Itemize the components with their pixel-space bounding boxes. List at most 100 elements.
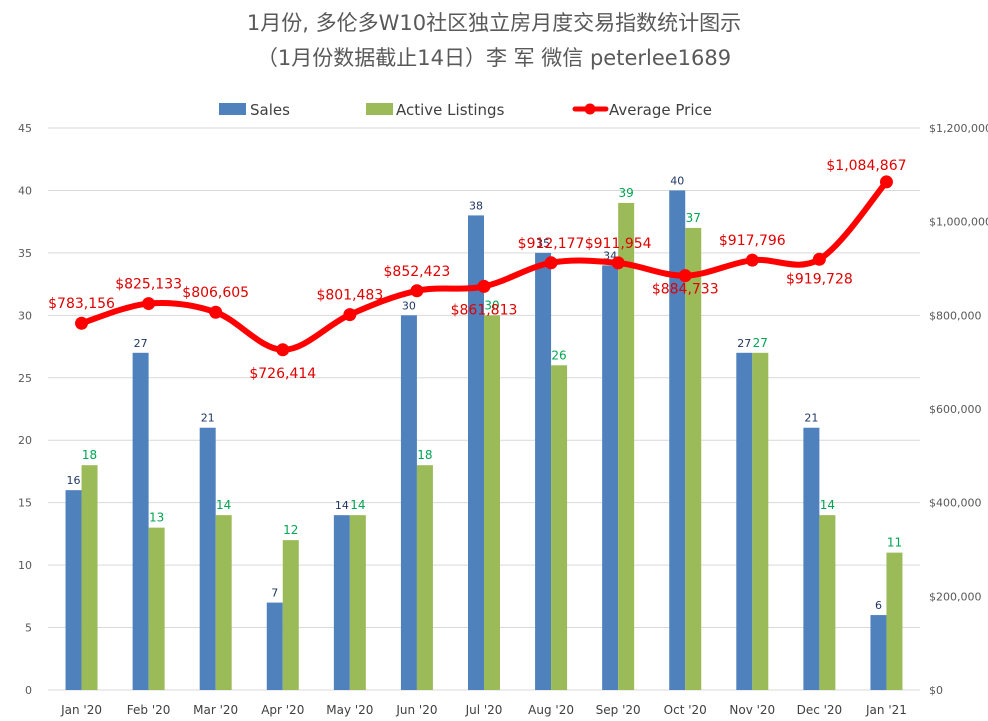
sales-bar [669, 190, 686, 690]
y-right-tick-label: $1,000,000 [929, 216, 988, 229]
average-price-marker [812, 252, 826, 266]
listings-value-label: 18 [417, 448, 432, 462]
average-price-label: $861,813 [451, 302, 518, 318]
sales-bar [803, 427, 820, 690]
listings-bar [484, 315, 500, 690]
sales-value-label: 6 [875, 599, 882, 612]
average-price-label: $912,177 [518, 236, 585, 252]
x-tick-label: Sep '20 [596, 703, 641, 717]
x-tick-label: May '20 [326, 703, 373, 717]
listings-bar [81, 465, 98, 690]
listings-value-label: 14 [216, 498, 231, 512]
listings-bar [819, 515, 836, 690]
x-axis: Jan '20 Feb '20 Mar '20 Apr '20 May '20 Jun '… [60, 703, 907, 717]
y-left-tick-label: 45 [18, 122, 32, 135]
x-tick-label: Nov '20 [729, 703, 775, 717]
legend-sales-label: Sales [250, 101, 290, 119]
average-price-label: $917,796 [719, 233, 786, 249]
y-left-tick-label: 35 [18, 247, 32, 260]
y-right-tick-label: $600,000 [929, 403, 982, 416]
listings-value-label: 39 [619, 186, 634, 200]
y-left-tick-label: 10 [18, 559, 32, 572]
listings-bar [282, 540, 299, 690]
sales-value-label: 40 [670, 174, 684, 187]
listings-bar [349, 515, 366, 690]
average-price-marker [142, 297, 156, 311]
sales-bar [400, 315, 417, 690]
average-price-marker [410, 284, 424, 298]
listings-value-label: 12 [283, 523, 298, 537]
y-right-tick-label: $200,000 [929, 590, 982, 603]
x-tick-label: Oct '20 [664, 703, 707, 717]
sales-value-label: 30 [402, 299, 416, 312]
x-tick-label: Dec '20 [797, 703, 843, 717]
listings-value-label: 14 [820, 498, 835, 512]
average-price-label: $801,483 [316, 288, 383, 304]
average-price-label: $852,423 [384, 264, 451, 280]
average-price-marker [343, 308, 357, 322]
y-left-tick-label: 0 [25, 684, 32, 697]
sales-value-label: 16 [67, 474, 81, 487]
y-axis-right: $0 $200,000 $400,000 $600,000 $800,000 $1,000… [929, 122, 988, 697]
sales-value-label: 14 [335, 499, 349, 512]
average-price-marker [611, 256, 625, 270]
sales-value-label: 35 [536, 237, 550, 250]
chart-title-line2: （1月份数据截止14日）李 军 微信 peterlee1689 [257, 46, 731, 70]
y-right-tick-label: $400,000 [929, 497, 982, 510]
legend: Sales Active Listings Average Price [219, 101, 712, 119]
sales-bar [535, 252, 552, 690]
average-price-marker [678, 269, 692, 283]
y-left-tick-label: 30 [18, 309, 32, 322]
legend-price-marker [584, 103, 596, 115]
average-price-label: $884,733 [652, 282, 719, 298]
listings-bar [148, 527, 165, 690]
sales-bar [65, 490, 82, 690]
listings-value-label: 11 [887, 536, 902, 550]
sales-value-label: 27 [737, 337, 751, 350]
chart-title-line1: 1月份, 多伦多W10社区独立房月度交易指数统计图示 [247, 11, 741, 35]
x-tick-label: Mar '20 [193, 703, 238, 717]
average-price-marker [879, 175, 893, 189]
y-left-tick-label: 20 [18, 434, 32, 447]
x-tick-label: Jun '20 [395, 703, 437, 717]
average-price-marker [477, 279, 491, 293]
sales-value-label: 27 [134, 337, 148, 350]
listings-bar [752, 352, 769, 690]
average-price-marker [75, 316, 89, 330]
average-price-line: $783,156$825,133$806,605 $726,414 $801,483… [48, 158, 906, 382]
listings-bar [551, 365, 568, 690]
y-right-tick-label: $800,000 [929, 309, 982, 322]
sales-value-label: 21 [804, 412, 818, 425]
x-tick-label: Jan '20 [60, 703, 102, 717]
legend-listings-label: Active Listings [396, 101, 505, 119]
sales-bar [132, 352, 149, 690]
average-price-marker [276, 343, 290, 357]
sales-value-label: 21 [201, 412, 215, 425]
x-tick-label: Feb '20 [127, 703, 171, 717]
sales-bar [468, 215, 484, 690]
listings-value-label: 27 [753, 336, 768, 350]
average-price-label: $783,156 [48, 296, 115, 312]
listings-bar [685, 227, 702, 690]
x-tick-label: Jan '21 [865, 703, 907, 717]
y-left-tick-label: 25 [18, 372, 32, 385]
listings-bar [886, 552, 903, 690]
sales-bar [266, 602, 283, 690]
average-price-label: $919,728 [786, 271, 853, 287]
legend-price-label: Average Price [609, 101, 712, 119]
listings-value-label: 13 [149, 511, 164, 525]
legend-sales-swatch [219, 103, 246, 115]
y-right-tick-label: $0 [929, 684, 943, 697]
x-tick-label: Apr '20 [261, 703, 304, 717]
sales-bar [602, 265, 619, 690]
sales-bar [333, 515, 350, 690]
listings-value-label: 26 [551, 348, 566, 362]
average-price-label: $726,414 [249, 366, 316, 382]
x-tick-label: Jul '20 [465, 703, 503, 717]
x-tick-label: Aug '20 [528, 703, 574, 717]
average-price-label: $911,954 [585, 236, 652, 252]
y-left-tick-label: 40 [18, 184, 32, 197]
sales-bar [199, 427, 216, 690]
